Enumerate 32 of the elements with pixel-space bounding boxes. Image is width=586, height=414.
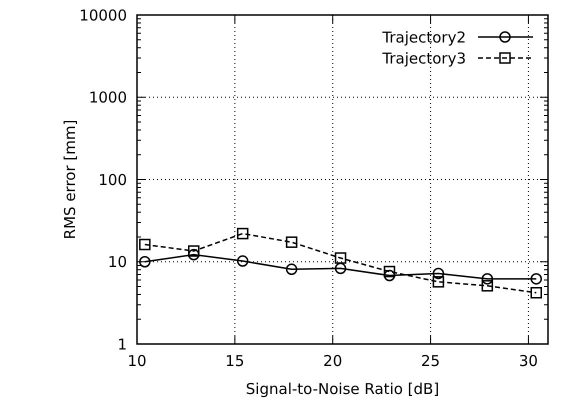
x-tick-label: 15 xyxy=(225,352,244,370)
x-tick-label: 20 xyxy=(323,352,342,370)
x-axis-title: Signal-to-Noise Ratio [dB] xyxy=(246,380,440,398)
point xyxy=(188,248,200,260)
point xyxy=(188,245,200,257)
x-tick-label: 30 xyxy=(518,352,538,370)
point xyxy=(334,252,346,264)
point xyxy=(530,286,542,298)
legend-label: Trajectory2 xyxy=(381,28,466,46)
y-tick-label: 10 xyxy=(108,253,127,271)
point xyxy=(432,268,444,280)
point xyxy=(482,280,494,292)
x-tick-label: 25 xyxy=(421,352,440,370)
point xyxy=(286,264,298,276)
y-tick-label: 1 xyxy=(117,335,127,354)
point xyxy=(236,255,248,267)
point xyxy=(530,273,542,285)
x-tick-label: 10 xyxy=(127,352,147,370)
point xyxy=(334,262,346,274)
point xyxy=(432,276,444,288)
point xyxy=(139,256,151,268)
point xyxy=(236,228,248,240)
point xyxy=(384,266,396,278)
y-axis-title: RMS error [mm] xyxy=(61,120,79,240)
point xyxy=(384,270,396,282)
y-tick-label: 1000 xyxy=(88,88,127,106)
point xyxy=(139,238,151,250)
point xyxy=(482,273,494,285)
legend-label: Trajectory3 xyxy=(381,49,466,68)
y-tick-label: 100 xyxy=(98,170,127,189)
point xyxy=(286,236,298,248)
y-tick-label: 10000 xyxy=(79,6,127,24)
